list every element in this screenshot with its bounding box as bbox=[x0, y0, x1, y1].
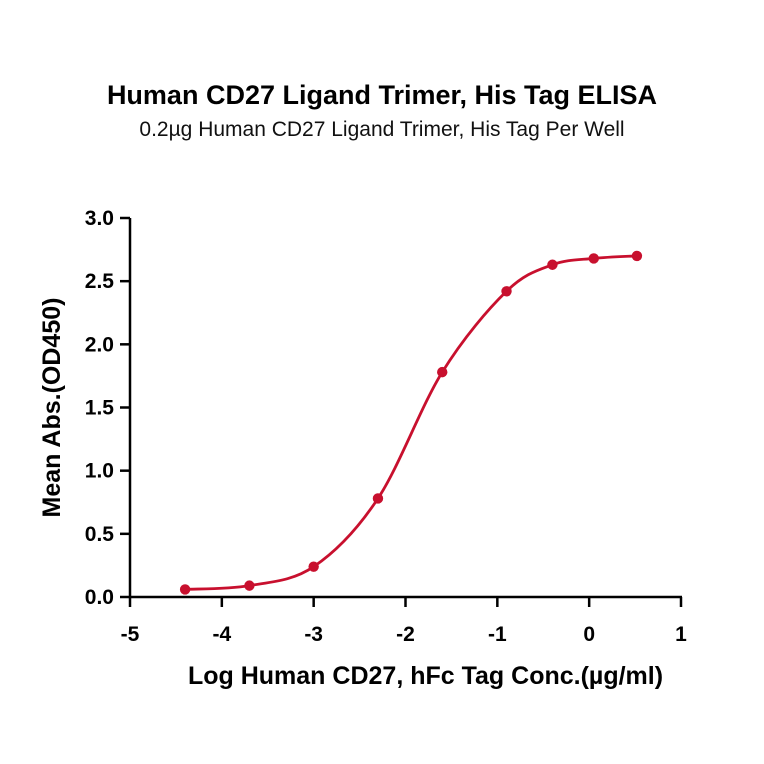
y-tick-label: 0.5 bbox=[85, 523, 115, 546]
data-point bbox=[437, 366, 448, 378]
x-tick-label: -1 bbox=[488, 623, 507, 646]
y-tick-label: 1.5 bbox=[85, 397, 115, 420]
data-points-layer bbox=[179, 250, 643, 595]
chart-subtitle: 0.2µg Human CD27 Ligand Trimer, His Tag … bbox=[139, 118, 625, 141]
x-tick-label: -3 bbox=[304, 623, 323, 646]
y-tick-label: 0.0 bbox=[85, 586, 114, 609]
x-tick-label: -4 bbox=[212, 623, 231, 646]
x-tick-label: -2 bbox=[396, 623, 415, 646]
data-point bbox=[308, 561, 319, 572]
y-tick-label: 2.0 bbox=[85, 333, 114, 356]
chart-title: Human CD27 Ligand Trimer, His Tag ELISA bbox=[106, 80, 658, 110]
y-tick-label: 1.0 bbox=[85, 460, 114, 483]
axes: 0.0 0.5 1.0 1.5 2.0 2.5 3.0 -5 -4 -3 -2 -1 0 1 bbox=[85, 207, 687, 646]
data-point bbox=[501, 286, 512, 297]
data-point bbox=[547, 259, 558, 270]
data-point bbox=[588, 253, 599, 264]
data-point bbox=[631, 250, 643, 262]
x-tick-label: -5 bbox=[121, 623, 140, 646]
fit-curve bbox=[185, 254, 638, 591]
data-point bbox=[244, 580, 255, 591]
fit-curve-layer bbox=[185, 254, 638, 591]
y-axis-label: Mean Abs.(OD450) bbox=[38, 298, 66, 518]
data-point bbox=[372, 493, 384, 504]
data-point bbox=[179, 584, 191, 595]
x-tick-label: 1 bbox=[675, 623, 687, 646]
y-tick-label: 3.0 bbox=[85, 207, 114, 230]
y-tick-label: 2.5 bbox=[85, 270, 115, 293]
x-tick-label: 0 bbox=[583, 623, 595, 646]
x-axis-label: Log Human CD27, hFc Tag Conc.(µg/ml) bbox=[188, 662, 663, 690]
